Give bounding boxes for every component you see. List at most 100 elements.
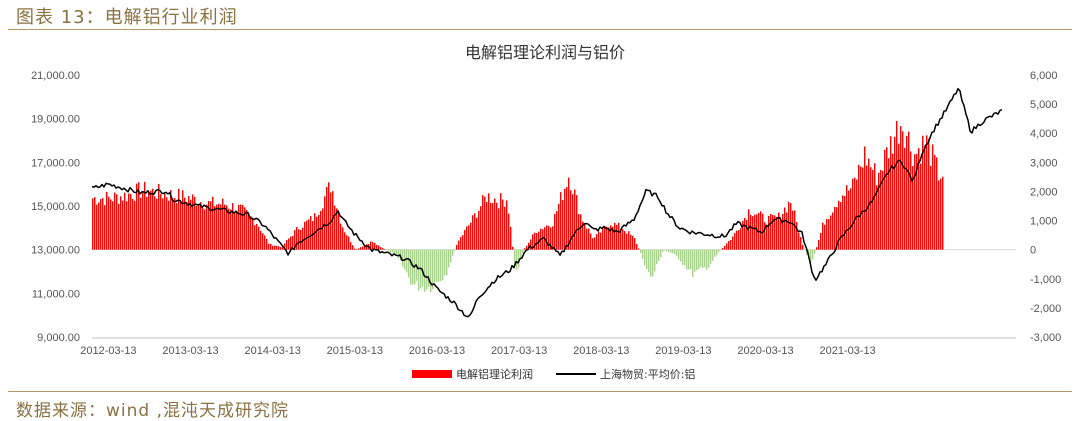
y-left-tick-label: 21,000.00	[31, 70, 80, 82]
profit-bar	[460, 237, 462, 250]
profit-bar	[734, 233, 736, 250]
profit-bar	[168, 200, 170, 250]
profit-bar	[146, 196, 148, 250]
profit-bar	[828, 219, 830, 250]
profit-bar	[838, 200, 840, 250]
profit-bar	[790, 203, 792, 250]
profit-bar	[338, 212, 340, 250]
profit-bar	[578, 214, 580, 250]
profit-bar	[912, 166, 914, 250]
profit-bar	[688, 249, 690, 270]
profit-bar	[390, 249, 392, 253]
profit-bar	[718, 249, 720, 253]
profit-bar	[392, 249, 394, 253]
y-left-tick-label: 19,000.00	[31, 114, 80, 126]
profit-bar	[486, 201, 488, 250]
profit-bar	[700, 249, 702, 267]
profit-bar	[690, 249, 692, 270]
profit-bar	[154, 196, 156, 250]
profit-bar	[382, 248, 384, 250]
profit-bar	[670, 249, 672, 253]
profit-bar	[584, 224, 586, 250]
profit-bar	[932, 144, 934, 250]
profit-bar	[202, 208, 204, 250]
profit-bar	[372, 242, 374, 250]
profit-bar	[806, 249, 808, 255]
profit-bar	[462, 235, 464, 250]
profit-bar	[722, 247, 724, 250]
profit-bar	[936, 157, 938, 250]
profit-bar	[206, 204, 208, 250]
profit-bar	[386, 249, 388, 251]
profit-bar	[604, 225, 606, 250]
profit-bar	[772, 214, 774, 250]
x-tick-label: 2012-03-13	[80, 345, 136, 357]
profit-bar	[456, 244, 458, 250]
profit-bar	[250, 215, 252, 250]
chart: 电解铝理论利润与铝价 21,000.00 19,000.00 17,000.00 15…	[31, 43, 1061, 381]
profit-bar	[862, 167, 864, 250]
profit-bar	[778, 212, 780, 250]
profit-bar	[754, 214, 756, 250]
profit-bar	[394, 249, 396, 254]
profit-bar	[566, 187, 568, 250]
profit-bar	[872, 169, 874, 250]
profit-bar	[622, 229, 624, 250]
profit-bar	[564, 188, 566, 250]
profit-bar	[242, 204, 244, 250]
profit-bar	[376, 244, 378, 250]
profit-bar	[452, 249, 454, 256]
profit-bar	[890, 136, 892, 250]
profit-bar	[218, 203, 220, 250]
profit-bar	[934, 155, 936, 250]
profit-bar	[412, 249, 414, 285]
profit-bar	[388, 249, 390, 251]
profit-bar	[148, 192, 150, 250]
profit-bar	[358, 248, 360, 250]
profit-bar	[102, 198, 104, 250]
profit-bar	[614, 222, 616, 250]
profit-bar	[882, 170, 884, 250]
profit-bar	[334, 205, 336, 250]
profit-bar	[138, 182, 140, 250]
profit-bar	[598, 231, 600, 250]
profit-bar	[560, 192, 562, 250]
chart-legend: 电解铝理论利润 上海物贸:平均价:铝	[412, 367, 695, 381]
profit-bar	[554, 213, 556, 250]
profit-bar	[472, 215, 474, 250]
profit-bar	[476, 217, 478, 250]
profit-bar	[316, 216, 318, 250]
profit-bar	[942, 176, 944, 250]
profit-bar	[930, 165, 932, 250]
profit-bar	[684, 249, 686, 266]
profit-bar	[222, 198, 224, 250]
profit-bar	[94, 197, 96, 250]
profit-bar	[342, 227, 344, 250]
profit-bar	[842, 195, 844, 250]
profit-bar	[318, 214, 320, 250]
profit-bar	[264, 235, 266, 250]
profit-bar	[144, 181, 146, 250]
profit-bar	[274, 245, 276, 250]
profit-bar	[340, 223, 342, 250]
profit-bar	[780, 219, 782, 250]
profit-bar	[686, 249, 688, 270]
profit-bar	[354, 248, 356, 250]
profit-bar	[234, 212, 236, 250]
profit-bar	[618, 222, 620, 250]
profit-bar	[322, 208, 324, 250]
profit-bar	[152, 188, 154, 250]
profit-bar	[306, 220, 308, 250]
y-left-tick-label: 15,000.00	[31, 201, 80, 213]
profit-bar	[374, 242, 376, 250]
profit-bar	[170, 190, 172, 250]
profit-bar	[160, 194, 162, 250]
profit-bar	[120, 196, 122, 250]
profit-bar	[832, 212, 834, 250]
profit-bar	[612, 226, 614, 250]
profit-bar	[268, 243, 270, 250]
profit-bar	[854, 177, 856, 250]
profit-bar	[886, 147, 888, 250]
profit-bar	[506, 200, 508, 250]
profit-bar	[576, 195, 578, 250]
